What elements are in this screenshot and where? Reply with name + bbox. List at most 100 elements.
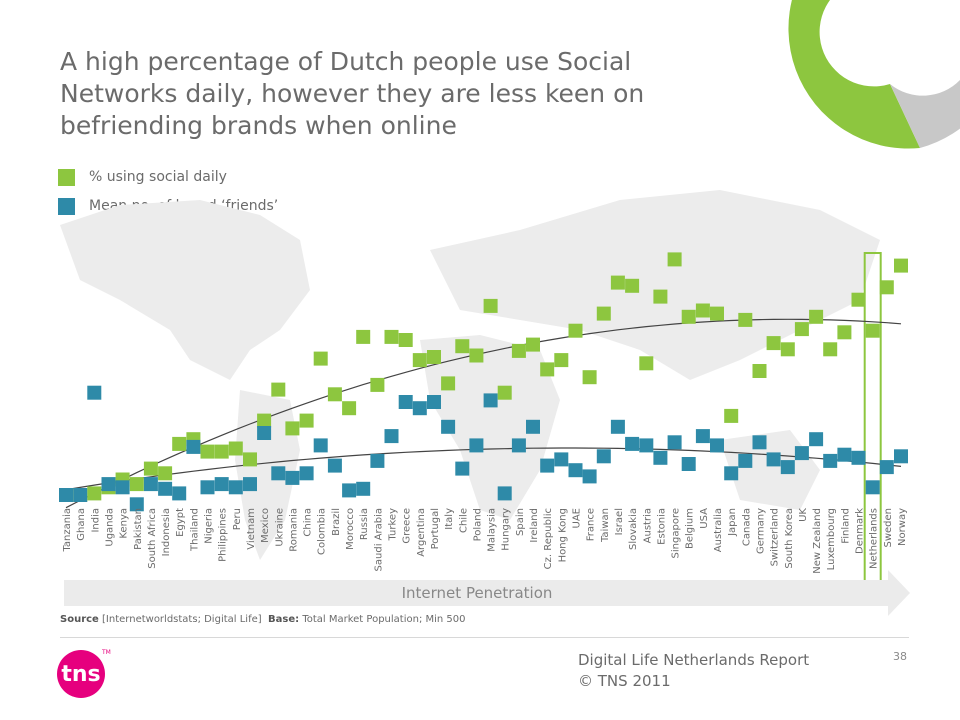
point-series-0-egypt xyxy=(172,436,187,451)
point-series-1-argentina xyxy=(412,401,427,416)
point-series-1-philippines xyxy=(214,477,229,492)
axis-arrow-label: Internet Penetration xyxy=(402,584,553,602)
point-series-0-south-korea xyxy=(780,342,795,357)
tick-label: Australia xyxy=(713,508,724,552)
point-series-0-belgium xyxy=(681,309,696,324)
point-series-0-hong-kong xyxy=(554,353,569,368)
point-series-1-china xyxy=(299,466,314,481)
point-series-1-colombia xyxy=(313,438,328,453)
tick-label: Singapore xyxy=(671,508,682,558)
point-series-1-south-korea xyxy=(780,460,795,475)
point-series-0-austria xyxy=(639,356,654,371)
point-series-1-netherlands xyxy=(865,480,880,495)
tick-label: Uganda xyxy=(104,508,115,547)
point-series-1-finland xyxy=(837,447,852,462)
point-series-1-egypt xyxy=(172,486,187,501)
point-series-1-slovakia xyxy=(625,436,640,451)
report-line-2: © TNS 2011 xyxy=(578,672,671,690)
point-series-0-nigeria xyxy=(200,444,215,459)
point-series-0-cz-republic xyxy=(540,362,555,377)
tick-label: Slovakia xyxy=(628,508,639,550)
tick-label: Morocco xyxy=(345,508,356,550)
point-series-0-south-africa xyxy=(143,461,158,476)
tick-label: Japan xyxy=(727,508,738,537)
point-series-0-spain xyxy=(511,343,526,358)
point-series-1-romania xyxy=(285,470,300,485)
point-series-0-slovakia xyxy=(625,278,640,293)
point-series-1-greece xyxy=(398,395,413,409)
point-series-1-mexico xyxy=(257,426,272,440)
tick-label: Turkey xyxy=(388,508,399,542)
tick-label: New Zealand xyxy=(812,508,823,574)
tick-label: Pakistan xyxy=(133,508,144,550)
point-series-1-italy xyxy=(441,419,456,434)
point-series-0-netherlands xyxy=(865,323,880,338)
point-series-1-uganda xyxy=(101,477,116,492)
tick-label: Italy xyxy=(444,508,455,530)
point-series-1-israel xyxy=(610,419,625,434)
point-series-0-colombia xyxy=(313,351,328,366)
point-series-0-china xyxy=(299,413,314,428)
point-series-1-estonia xyxy=(653,450,668,465)
point-series-1-switzerland xyxy=(766,452,781,467)
point-series-1-ghana xyxy=(73,488,88,502)
point-series-0-italy xyxy=(441,376,456,391)
tick-label: Romania xyxy=(288,508,299,552)
point-series-0-denmark xyxy=(851,292,866,307)
point-series-0-pakistan xyxy=(129,477,144,492)
tick-label: Hong Kong xyxy=(557,508,568,562)
tick-label: Netherlands xyxy=(869,508,880,569)
point-series-0-taiwan xyxy=(596,306,611,321)
tick-label: Vietnam xyxy=(246,508,257,550)
tick-label: China xyxy=(303,508,314,537)
point-series-1-australia xyxy=(710,438,724,453)
point-series-1-pakistan xyxy=(129,497,144,512)
tick-label: Peru xyxy=(232,508,243,530)
tick-label: South Africa xyxy=(147,508,158,569)
tick-label: USA xyxy=(699,508,710,529)
point-series-0-sweden xyxy=(879,280,894,295)
point-series-0-india xyxy=(87,486,102,501)
point-series-1-peru xyxy=(228,480,243,495)
tick-label: Colombia xyxy=(317,508,328,555)
tns-logo-tm: TM xyxy=(102,649,111,656)
tick-label: Kenya xyxy=(119,508,130,539)
point-series-0-morocco xyxy=(342,401,357,416)
tick-label: Ghana xyxy=(76,508,87,541)
point-series-1-thailand xyxy=(186,439,201,454)
point-series-0-switzerland xyxy=(766,336,781,351)
point-series-1-saudi-arabia xyxy=(370,453,385,468)
point-series-0-philippines xyxy=(214,444,229,459)
tick-label: Russia xyxy=(359,508,370,540)
tick-label: UK xyxy=(798,508,809,522)
trendline-0 xyxy=(65,318,902,509)
tick-label: Luxembourg xyxy=(826,508,837,570)
page-title: A high percentage of Dutch people use So… xyxy=(60,47,645,140)
point-series-1-malaysia xyxy=(483,393,498,408)
tick-label: Malaysia xyxy=(487,508,498,552)
point-series-0-saudi-arabia xyxy=(370,377,385,392)
report-title: Digital Life Netherlands Report © TNS 20… xyxy=(578,650,809,692)
tick-label: Greece xyxy=(402,508,413,544)
point-series-0-indonesia xyxy=(158,466,173,481)
point-series-1-luxembourg xyxy=(823,453,838,468)
point-series-1-south-africa xyxy=(143,477,158,492)
point-series-1-morocco xyxy=(342,483,357,498)
point-series-0-argentina xyxy=(412,353,427,368)
point-series-0-germany xyxy=(752,364,767,378)
tick-label: India xyxy=(90,508,101,533)
point-series-1-japan xyxy=(724,466,739,481)
point-series-1-canada xyxy=(738,453,753,468)
report-line-1: Digital Life Netherlands Report xyxy=(578,651,810,669)
page-number: 38 xyxy=(893,650,907,663)
tick-label: Chile xyxy=(458,508,469,533)
point-series-1-india xyxy=(87,385,102,400)
point-series-0-uae xyxy=(568,323,583,338)
point-series-1-belgium xyxy=(681,457,696,471)
tick-label: Hungary xyxy=(501,508,512,551)
point-series-1-austria xyxy=(639,438,654,453)
tick-label: Ireland xyxy=(529,508,540,543)
tick-label: Canada xyxy=(741,508,752,546)
point-series-1-chile xyxy=(455,461,470,476)
